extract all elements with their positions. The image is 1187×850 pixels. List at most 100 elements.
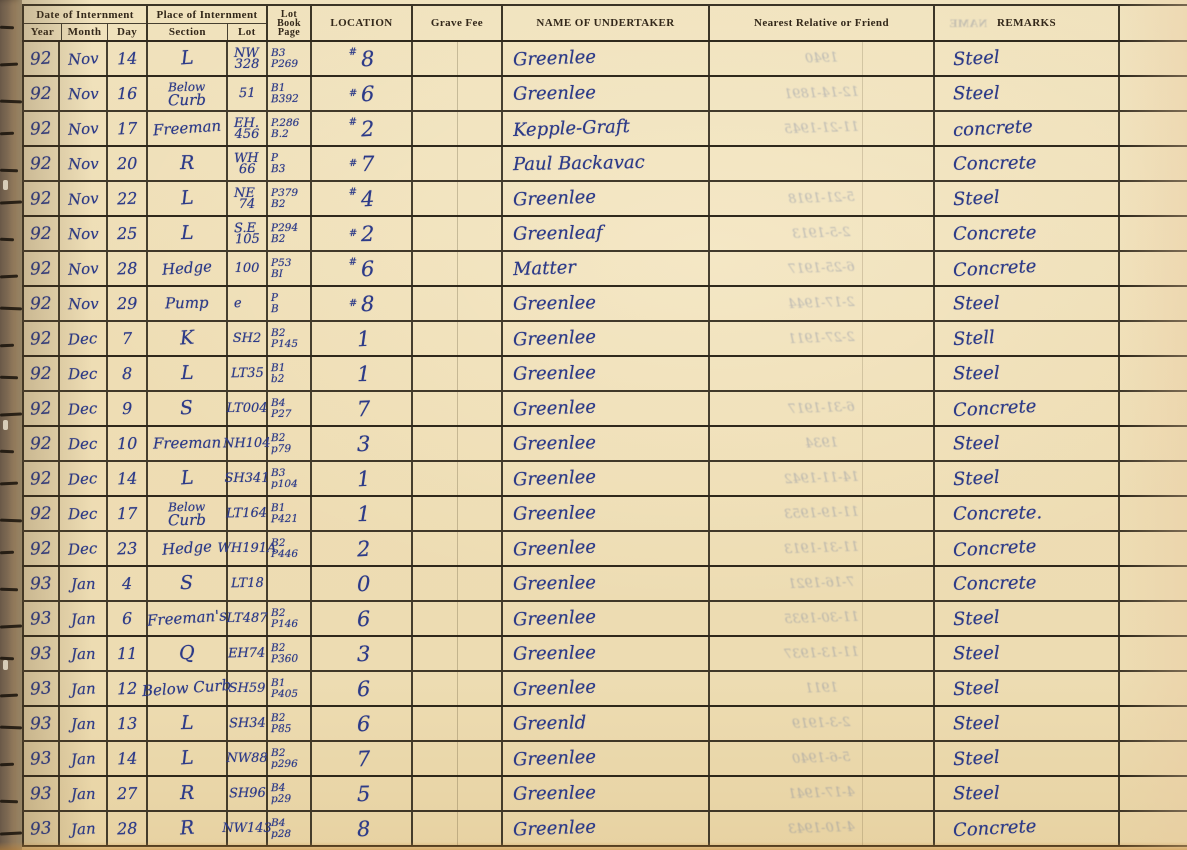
cell-lot: WH 66 (228, 147, 268, 180)
cell-nearest-relative: 7-16-1921 (710, 567, 935, 600)
cell-year: 93 (22, 602, 60, 635)
cell-lot-book-page: B2 P360 (268, 637, 312, 670)
cell-grave-fee (413, 462, 503, 495)
cell-month: Dec (60, 322, 108, 355)
page-edge-line (0, 799, 19, 804)
book-value: P446 (271, 547, 299, 560)
cell-year: 93 (22, 637, 60, 670)
section-value: Below Curb (141, 675, 233, 701)
section-value: L (180, 361, 194, 385)
cell-lot-book-page: P379 B2 (268, 182, 312, 215)
cell-lot: e (228, 287, 268, 320)
location-value: 2 (360, 221, 375, 246)
undertaker-value: Greenlee (512, 572, 597, 595)
undertaker-value: Greenlee (512, 82, 597, 105)
lot-value: SH341 (224, 471, 270, 486)
header-lot: Lot (226, 24, 266, 40)
header-relative: Nearest Relative or Friend (710, 6, 935, 40)
section-value: L (180, 711, 194, 735)
location-value: 7 (356, 396, 371, 421)
section-value: Curb (167, 510, 207, 529)
cell-lot: SH2 (228, 322, 268, 355)
cell-day: 25 (108, 217, 148, 250)
cell-page-margin (1120, 777, 1187, 810)
cell-lot-book-page: P B3 (268, 147, 312, 180)
cell-lot: LT487 (226, 602, 268, 635)
year-value: 92 (29, 293, 52, 314)
cell-lot-book-page: B4 p28 (268, 812, 312, 845)
year-value: 92 (29, 363, 52, 384)
cell-day: 29 (108, 287, 148, 320)
section-value: R (179, 781, 195, 805)
cell-remarks: Stell (935, 322, 1120, 355)
location-value: 2 (360, 116, 375, 141)
cell-year: 92 (22, 497, 60, 530)
section-value: S (180, 571, 194, 595)
cell-year: 92 (22, 147, 60, 180)
table-row: 92 Nov 29 Pump e P B # 8 Greenlee 2-17-1… (22, 287, 1187, 322)
lot-value: LT164 (226, 505, 268, 522)
cell-remarks: Concrete (935, 392, 1120, 425)
year-value: 92 (29, 433, 52, 454)
spine-stitch (3, 660, 8, 670)
cell-day: 4 (108, 567, 148, 600)
cell-undertaker: Greenlee (503, 182, 710, 215)
cell-day: 23 (108, 532, 148, 565)
cell-month: Jan (60, 777, 108, 810)
day-value: 27 (116, 783, 138, 804)
book-top-value: B2 (270, 641, 286, 654)
cell-section: L (148, 217, 228, 250)
cell-remarks: Concrete (935, 147, 1120, 180)
cell-remarks: Steel (935, 462, 1120, 495)
cell-page-margin (1120, 707, 1187, 740)
cell-year: 92 (22, 42, 60, 75)
year-value: 92 (29, 327, 53, 350)
month-value: Jan (70, 818, 96, 839)
cell-lot: SH96 (228, 777, 268, 810)
book-top-value: B2 (271, 326, 286, 339)
cell-month: Dec (60, 427, 108, 460)
location-value: 3 (356, 431, 371, 456)
remarks-value: Steel (952, 46, 1001, 71)
cell-day: 9 (108, 392, 148, 425)
cell-location: 1 (312, 497, 413, 530)
cell-grave-fee (413, 287, 503, 320)
year-value: 92 (29, 153, 52, 174)
year-value: 92 (29, 467, 53, 490)
cell-remarks: Steel (935, 602, 1120, 635)
remarks-value: Steel (952, 642, 1000, 665)
cell-remarks: Steel (935, 672, 1120, 705)
cell-lot-book-page: B2 P85 (268, 707, 312, 740)
undertaker-value: Kepple-Graft (512, 115, 631, 142)
book-value: b2 (270, 372, 285, 385)
cell-section: R (148, 777, 228, 810)
book-top-value: B2 (271, 746, 286, 759)
undertaker-value: Greenlee (512, 46, 597, 71)
cell-day: 10 (108, 427, 148, 460)
cell-day: 14 (108, 462, 148, 495)
undertaker-value: Greenlee (512, 536, 597, 561)
day-value: 12 (116, 678, 138, 699)
table-row: 92 Dec 10 Freeman NH104 B2 p79 3 Greenle… (22, 427, 1187, 462)
cell-section: L (148, 742, 228, 775)
location-value: 1 (356, 326, 371, 351)
remarks-value: Concrete (952, 395, 1037, 422)
cell-month: Jan (60, 602, 108, 635)
cell-location: # 2 (312, 217, 413, 250)
year-value: 92 (29, 223, 52, 244)
section-value: L (179, 186, 195, 210)
cell-lot-book-page: B1 P405 (268, 672, 312, 705)
cell-nearest-relative: 2-17-1944 (710, 287, 935, 320)
cell-year: 92 (22, 112, 60, 145)
cell-month: Nov (60, 112, 108, 145)
table-row: 93 Jan 28 R NW143 B4 p28 8 Greenlee 4-10… (22, 812, 1187, 847)
day-value: 23 (116, 538, 138, 559)
cell-lot: 51 (228, 77, 268, 110)
book-top-value: B4 (271, 816, 286, 829)
cell-lot: 100 (228, 252, 268, 285)
bleed-through-date: 6-31-1917 (787, 399, 856, 418)
year-value: 92 (29, 503, 52, 524)
cell-location: # 6 (312, 77, 413, 110)
location-value: 8 (360, 291, 375, 316)
cell-remarks: Steel (935, 182, 1120, 215)
